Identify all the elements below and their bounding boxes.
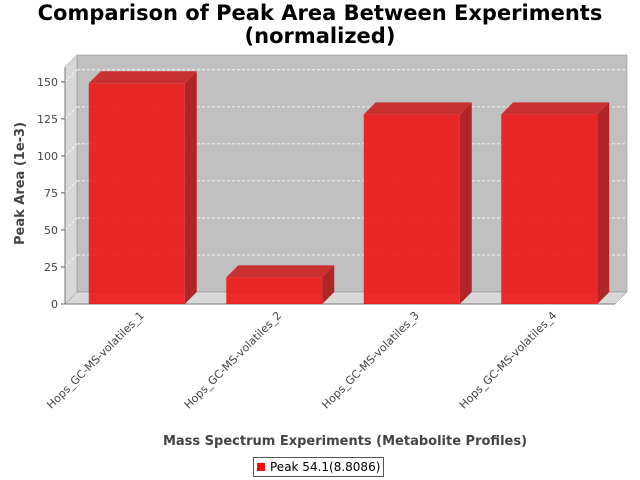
grid-line — [64, 106, 78, 120]
y-axis-label: Peak Area (1e-3) — [13, 122, 28, 245]
y-tick-label: 125 — [37, 113, 58, 126]
legend: Peak 54.1(8.8086) — [253, 457, 385, 477]
bar-side — [597, 102, 610, 305]
grid-line — [64, 217, 78, 231]
y-tick-label: 50 — [44, 224, 58, 237]
bar — [226, 277, 323, 304]
y-tick-label: 25 — [44, 261, 58, 274]
legend-label: Peak 54.1(8.8086) — [270, 460, 381, 474]
bar-side — [322, 265, 335, 304]
x-tick-label: Hops_GC-MS-volatiles_4 — [457, 309, 560, 412]
bar — [88, 83, 185, 304]
side-wall — [64, 54, 78, 305]
y-tick-label: 0 — [51, 298, 58, 311]
grid-line — [64, 69, 78, 83]
bar — [363, 114, 460, 305]
legend-swatch — [257, 463, 265, 471]
bar-side — [459, 102, 472, 305]
y-tick-label: 150 — [37, 76, 58, 89]
grid-line — [64, 180, 78, 194]
x-tick-label: Hops_GC-MS-volatiles_2 — [182, 309, 285, 412]
bar-top — [501, 102, 610, 115]
bar-top — [88, 71, 197, 84]
bar-top — [226, 265, 335, 278]
bar-top — [363, 102, 472, 115]
grid-line — [64, 143, 78, 157]
y-tick-label: 100 — [37, 150, 58, 163]
chart-title: Comparison of Peak Area Between Experime… — [37, 1, 603, 25]
x-tick-label: Hops_GC-MS-volatiles_1 — [44, 309, 147, 412]
y-tick-label: 75 — [44, 187, 58, 200]
grid-line — [64, 254, 78, 268]
x-tick-label: Hops_GC-MS-volatiles_3 — [319, 309, 422, 412]
bar — [501, 114, 598, 305]
x-axis-label: Mass Spectrum Experiments (Metabolite Pr… — [163, 434, 527, 449]
bar-side — [184, 71, 197, 304]
chart-subtitle: (normalized) — [244, 24, 396, 48]
